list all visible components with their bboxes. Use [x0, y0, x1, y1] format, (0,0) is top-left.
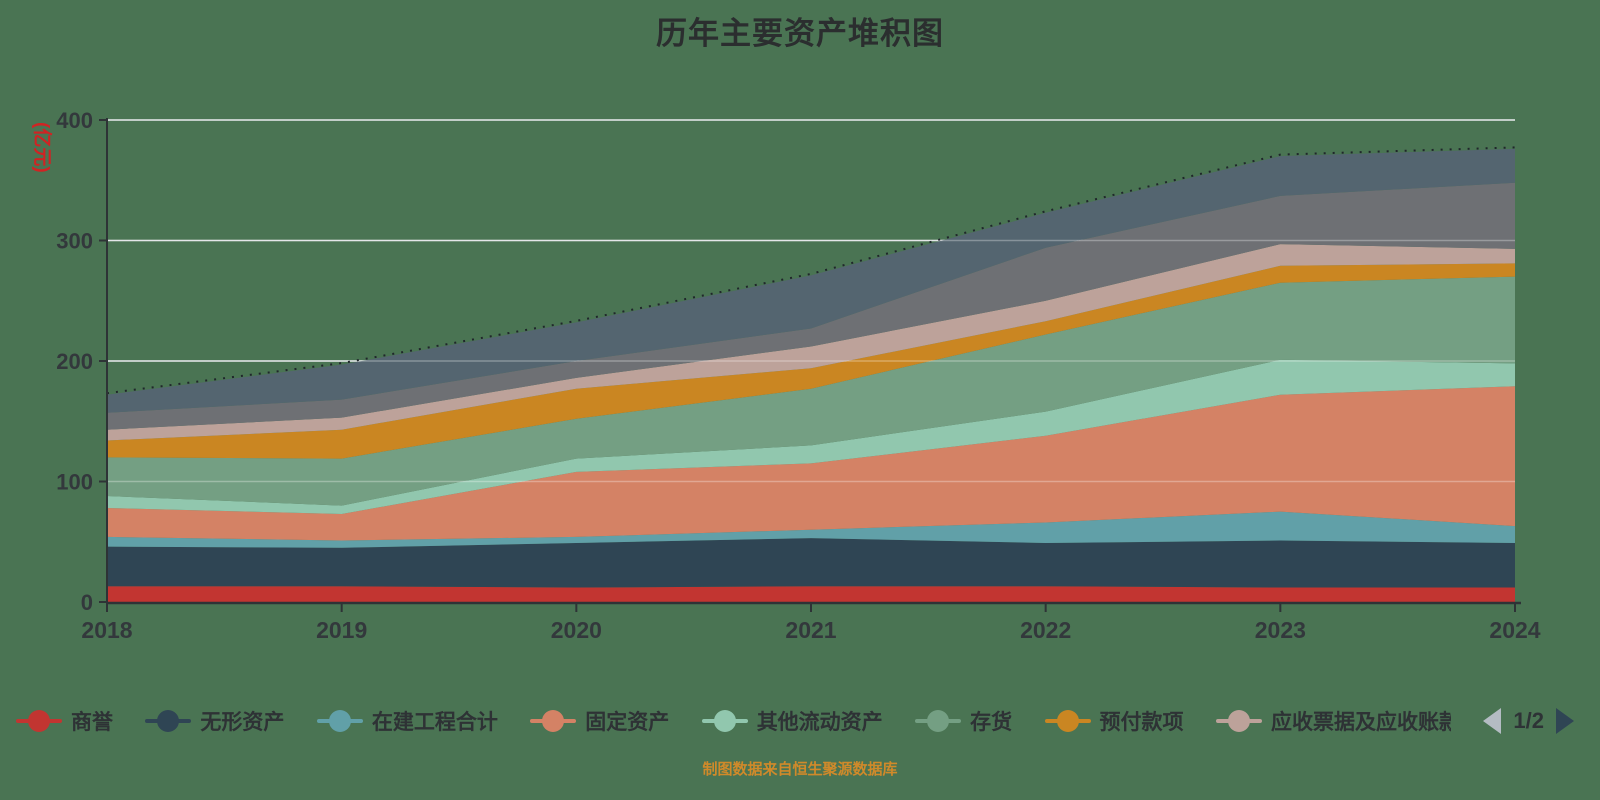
legend-item-label: 预付款项: [1099, 711, 1184, 734]
legend-line-circle-icon: [1215, 709, 1262, 733]
legend-item-1[interactable]: 商誉: [16, 706, 113, 736]
legend-line-circle-icon: [16, 709, 62, 733]
area-series-应收票据及应收账款[interactable]: [107, 244, 1515, 441]
legend-item-label: 商誉: [71, 711, 113, 734]
legend-item-label: 存货: [970, 711, 1013, 734]
stack-top-dotted-line: [106, 146, 1516, 395]
y-tick-label: 100: [56, 470, 93, 495]
x-tick-label: 2023: [1255, 617, 1306, 643]
legend-item-label: 其他流动资产: [756, 711, 883, 734]
y-tick-label: 400: [56, 108, 93, 133]
legend-item-4[interactable]: 固定资产: [530, 706, 669, 736]
x-tick-label: 2024: [1489, 617, 1540, 643]
y-tick-label: 0: [81, 590, 93, 615]
data-source-note: 制图数据来自恒生聚源数据库: [702, 761, 898, 778]
x-tick-label: 2019: [316, 617, 367, 643]
legend-page-indicator: 1/2: [1513, 708, 1544, 733]
area-series-预付款项[interactable]: [107, 263, 1515, 459]
legend-item-5[interactable]: 其他流动资产: [701, 706, 883, 736]
legend-item-3[interactable]: 在建工程合计: [316, 706, 498, 736]
area-series-无形资产[interactable]: [107, 538, 1515, 588]
x-tick-label: 2022: [1020, 617, 1071, 643]
legend-item-label: 固定资产: [585, 711, 670, 734]
legend-item-label: 应收票据及应收账款: [1270, 711, 1451, 734]
legend-item-label: 在建工程合计: [371, 711, 498, 734]
area-series-page2-10[interactable]: [107, 148, 1515, 413]
legend-item-2[interactable]: 无形资产: [145, 706, 284, 736]
legend-line-circle-icon: [530, 709, 577, 733]
legend-item-7[interactable]: 预付款项: [1044, 706, 1184, 736]
chart-title: 历年主要资产堆积图: [656, 16, 944, 51]
legend-line-circle-icon: [915, 709, 962, 733]
legend-pager: 1/2: [1483, 708, 1574, 734]
legend-next-button[interactable]: [1555, 708, 1574, 734]
x-tick-label: 2020: [551, 617, 602, 643]
area-series-其他流动资产[interactable]: [107, 359, 1515, 514]
legend: 商誉 无形资产 在建工程合计 固定资产 其他流动资产 存货 预付款项 应收票据及应收账款 1/…: [0, 700, 1600, 742]
y-tick-label: 300: [56, 229, 93, 254]
area-series-商誉[interactable]: [107, 586, 1515, 602]
legend-prev-button[interactable]: [1483, 708, 1502, 734]
x-tick-label: 2018: [81, 617, 132, 643]
legend-line-circle-icon: [1044, 709, 1091, 733]
x-tick-label: 2021: [785, 617, 836, 643]
area-series-存货[interactable]: [107, 276, 1515, 506]
area-series-page2-9[interactable]: [107, 182, 1515, 430]
legend-item-8[interactable]: 应收票据及应收账款: [1215, 706, 1451, 736]
legend-line-circle-icon: [701, 709, 748, 733]
legend-item-label: 无形资产: [200, 711, 285, 734]
legend-line-circle-icon: [145, 709, 192, 733]
legend-line-circle-icon: [316, 709, 363, 733]
y-tick-label: 200: [56, 349, 93, 374]
legend-item-6[interactable]: 存货: [915, 706, 1012, 736]
